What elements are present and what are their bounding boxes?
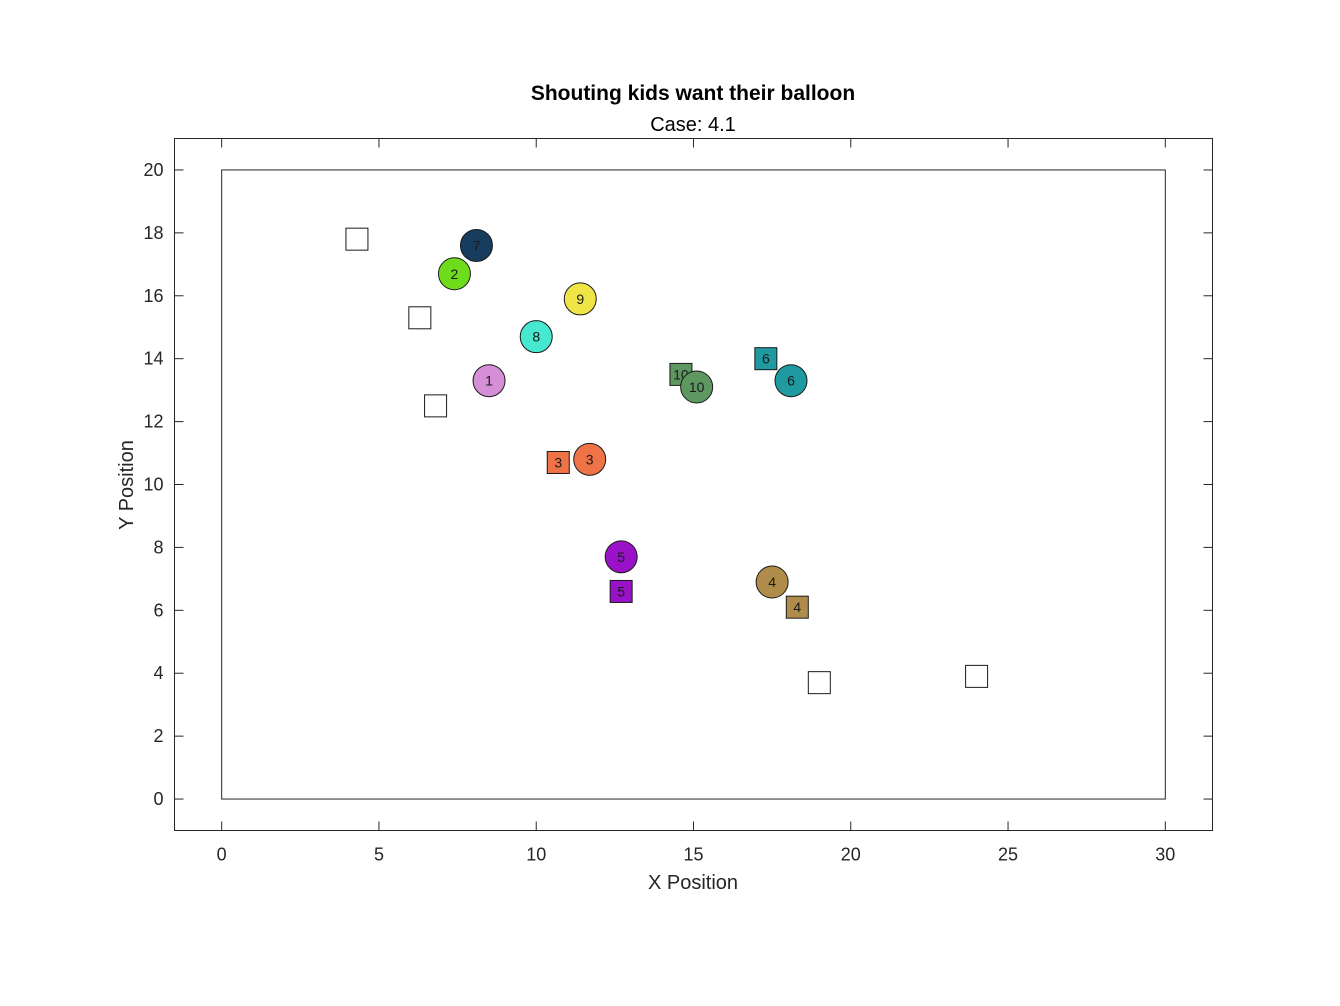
balloon-marker bbox=[754, 347, 778, 371]
y-tick-label: 0 bbox=[153, 789, 163, 809]
y-tick-label: 14 bbox=[143, 349, 163, 369]
y-tick-label: 2 bbox=[153, 726, 163, 746]
x-tick-label: 5 bbox=[374, 845, 384, 865]
balloon-label: 5 bbox=[617, 583, 625, 599]
kid-marker bbox=[563, 282, 597, 316]
field-boundary bbox=[221, 169, 1166, 800]
x-tick-label: 30 bbox=[1155, 845, 1175, 865]
balloon-marker bbox=[965, 664, 989, 688]
y-tick-label: 4 bbox=[153, 663, 163, 683]
balloon-markers: 3 10 6 5 4 bbox=[345, 227, 989, 695]
kid-label: 9 bbox=[576, 291, 584, 307]
kid-label: 6 bbox=[787, 373, 795, 389]
kid-label: 7 bbox=[473, 237, 481, 253]
y-tick-label: 10 bbox=[143, 475, 163, 495]
kid-marker bbox=[604, 540, 638, 574]
chart-subtitle: Case: 4.1 bbox=[650, 114, 736, 136]
y-axis-label: Y Position bbox=[116, 440, 138, 530]
y-tick-label: 8 bbox=[153, 537, 163, 557]
kid-marker bbox=[573, 442, 607, 476]
kid-marker bbox=[459, 228, 493, 262]
kid-marker bbox=[755, 565, 789, 599]
y-tick-label: 6 bbox=[153, 600, 163, 620]
chart-title: Shouting kids want their balloon bbox=[531, 82, 855, 105]
x-tick-label: 10 bbox=[526, 845, 546, 865]
balloon-label: 4 bbox=[793, 599, 801, 615]
balloon-marker bbox=[609, 579, 633, 603]
kid-label: 4 bbox=[768, 574, 776, 590]
y-tick-label: 12 bbox=[143, 412, 163, 432]
plot-area bbox=[174, 138, 1213, 831]
kid-label: 8 bbox=[532, 329, 540, 345]
kid-marker bbox=[774, 364, 808, 398]
kid-label: 1 bbox=[485, 373, 493, 389]
x-tick-label: 0 bbox=[217, 845, 227, 865]
balloon-marker bbox=[345, 227, 369, 251]
kid-label: 3 bbox=[586, 451, 594, 467]
axis-ticks bbox=[174, 138, 1213, 831]
balloon-marker bbox=[546, 450, 570, 474]
kid-marker bbox=[437, 257, 471, 291]
kid-label: 10 bbox=[689, 379, 705, 395]
x-tick-label: 15 bbox=[683, 845, 703, 865]
balloon-label: 6 bbox=[762, 351, 770, 367]
balloon-marker bbox=[807, 671, 831, 695]
balloon-label: 3 bbox=[554, 454, 562, 470]
x-tick-label: 25 bbox=[998, 845, 1018, 865]
kid-marker bbox=[680, 370, 714, 404]
balloon-marker bbox=[408, 306, 432, 330]
kid-label: 5 bbox=[617, 549, 625, 565]
balloon-marker bbox=[785, 595, 809, 619]
y-tick-label: 16 bbox=[143, 286, 163, 306]
y-tick-label: 18 bbox=[143, 223, 163, 243]
y-tick-label: 20 bbox=[143, 160, 163, 180]
x-axis-label: X Position bbox=[648, 872, 738, 894]
kid-marker bbox=[472, 364, 506, 398]
kid-markers: 1 2 3 4 5 6 7 8 9 10 bbox=[437, 228, 808, 599]
kid-label: 2 bbox=[451, 266, 459, 282]
balloon-marker bbox=[424, 394, 448, 418]
kid-marker bbox=[519, 320, 553, 354]
x-tick-label: 20 bbox=[841, 845, 861, 865]
